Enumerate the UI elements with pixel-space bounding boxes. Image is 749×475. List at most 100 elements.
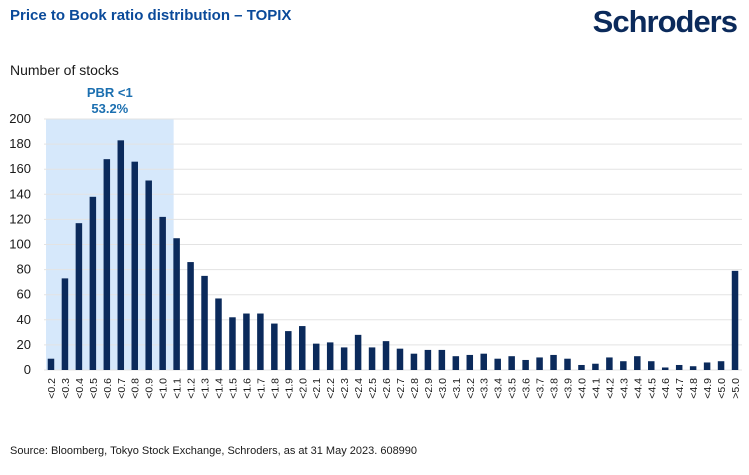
bar — [187, 262, 194, 370]
y-tick-label: 100 — [9, 237, 31, 252]
x-tick-label: <3.1 — [451, 378, 463, 399]
x-tick-label: <2.8 — [409, 378, 421, 399]
x-tick-label: >5.0 — [730, 378, 742, 399]
x-tick-label: <1.4 — [214, 378, 226, 399]
x-tick-label: <4.3 — [618, 378, 630, 399]
y-tick-label: 140 — [9, 186, 31, 201]
bar — [452, 356, 460, 370]
bar — [382, 341, 390, 370]
bar — [550, 354, 557, 370]
bar — [661, 367, 669, 370]
x-tick-label: <4.7 — [674, 378, 686, 399]
bar — [522, 359, 529, 370]
x-tick-label: <1.2 — [186, 378, 198, 399]
x-tick-label: <4.6 — [660, 378, 672, 399]
x-tick-label: <2.2 — [325, 378, 337, 399]
bars — [47, 140, 739, 370]
x-tick-label: <3.2 — [465, 378, 477, 399]
bar — [117, 140, 125, 370]
bar — [75, 223, 83, 370]
bar — [424, 349, 432, 370]
x-tick-label: <0.9 — [144, 378, 156, 399]
schroders-logo: Schroders — [592, 4, 738, 39]
x-tick-label: <2.9 — [423, 378, 435, 399]
bar — [703, 362, 711, 370]
bar — [480, 353, 487, 370]
y-axis-ticks: 0 20 40 60 80 100 120 140 160 180 200 — [9, 111, 31, 377]
y-tick-label: 200 — [9, 111, 31, 126]
x-tick-label: <3.8 — [549, 378, 561, 399]
bar — [689, 366, 697, 370]
x-tick-label: <0.2 — [46, 378, 58, 399]
bar — [354, 334, 362, 370]
x-tick-label: <2.7 — [395, 378, 407, 399]
bar — [634, 356, 641, 370]
bar — [717, 361, 725, 370]
x-tick-label: <3.9 — [563, 378, 575, 399]
x-tick-label: <1.9 — [283, 378, 295, 399]
x-axis-ticks: <0.2 <0.3 <0.4 <0.5 <0.6 <0.7 <0.8 <0.9 <1.0 <1.1… — [46, 378, 742, 399]
x-tick-label: <0.8 — [130, 378, 142, 399]
x-tick-label: <0.4 — [74, 378, 86, 399]
y-axis-label: Number of stocks — [10, 62, 119, 78]
x-tick-label: <4.1 — [590, 378, 602, 399]
bar — [368, 347, 376, 370]
bar — [675, 364, 683, 370]
x-tick-label: <0.5 — [88, 378, 100, 399]
bar — [606, 357, 613, 370]
bar — [201, 275, 208, 370]
y-tick-label: 180 — [9, 136, 31, 151]
highlight-label: PBR <1 — [87, 85, 133, 100]
x-tick-label: <4.2 — [604, 378, 616, 399]
y-tick-label: 0 — [24, 362, 31, 377]
x-tick-label: <2.3 — [339, 378, 351, 399]
bar — [159, 216, 166, 370]
x-tick-label: <1.8 — [269, 378, 281, 399]
bar — [173, 238, 180, 370]
bar-chart: 0 20 40 60 80 100 120 140 160 180 200 <0.2 <0.3 <0.4… — [9, 85, 742, 399]
bar — [312, 343, 320, 370]
y-tick-label: 160 — [9, 161, 31, 176]
x-tick-label: <2.0 — [297, 378, 309, 399]
x-tick-label: <3.6 — [521, 378, 533, 399]
x-tick-label: <0.6 — [102, 378, 114, 399]
x-tick-label: <4.9 — [702, 378, 714, 399]
bar — [648, 361, 655, 370]
x-tick-label: <1.5 — [227, 378, 239, 399]
x-tick-label: <0.3 — [60, 378, 72, 399]
bar — [215, 298, 222, 370]
x-tick-label: <1.7 — [255, 378, 267, 399]
bar — [271, 323, 278, 370]
x-tick-label: <3.7 — [535, 378, 547, 399]
bar — [299, 326, 306, 370]
bar — [131, 161, 138, 370]
x-tick-label: <0.7 — [116, 378, 128, 399]
x-tick-label: <1.0 — [158, 378, 170, 399]
x-tick-label: <3.5 — [507, 378, 519, 399]
bar — [578, 364, 585, 370]
x-tick-label: <3.4 — [493, 378, 505, 399]
x-tick-label: <2.1 — [311, 378, 323, 399]
x-tick-label: <4.4 — [632, 378, 644, 399]
x-tick-label: <3.3 — [479, 378, 491, 399]
bar — [103, 159, 111, 370]
y-tick-label: 120 — [9, 211, 31, 226]
bar — [592, 363, 599, 370]
y-tick-label: 20 — [17, 337, 31, 352]
highlight-value: 53.2% — [91, 101, 128, 116]
x-tick-label: <5.0 — [716, 378, 728, 399]
bar — [257, 313, 264, 370]
x-tick-label: <2.5 — [367, 378, 379, 399]
x-tick-label: <1.1 — [172, 378, 184, 399]
bar — [47, 358, 55, 370]
bar — [326, 342, 334, 370]
x-tick-label: <3.0 — [437, 378, 449, 399]
bar — [396, 348, 404, 370]
y-tick-label: 60 — [17, 287, 31, 302]
bar — [620, 361, 627, 370]
bar — [731, 270, 739, 370]
bar — [564, 358, 571, 370]
y-tick-label: 40 — [17, 312, 31, 327]
bar — [61, 278, 69, 370]
bar — [494, 358, 501, 370]
